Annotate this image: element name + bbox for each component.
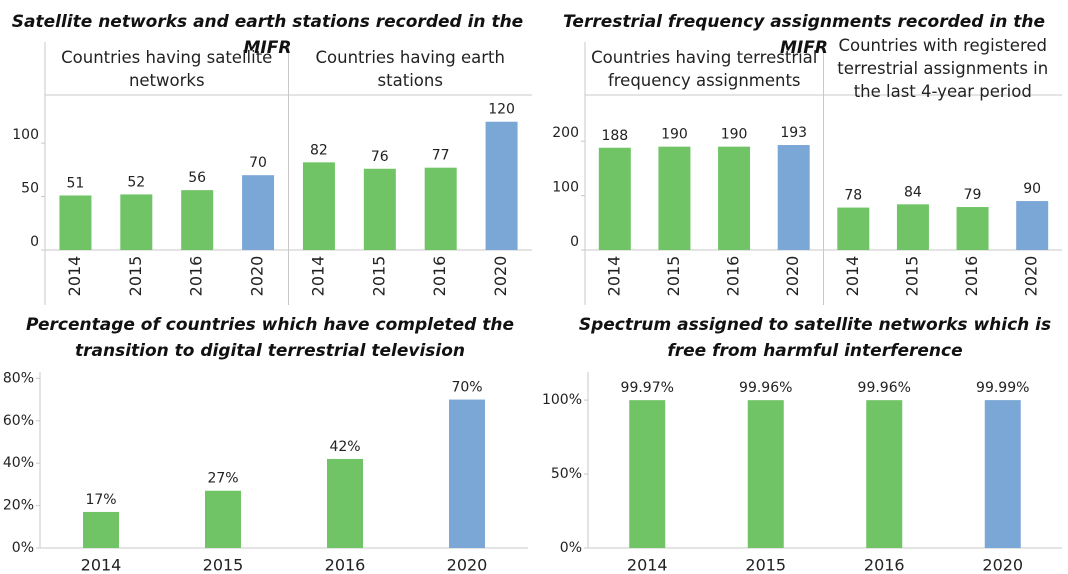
value-label: 27% <box>207 471 238 487</box>
bar <box>629 400 666 548</box>
bar <box>302 162 335 250</box>
value-label: 193 <box>780 125 807 141</box>
y-tick-label: 0 <box>570 234 579 250</box>
x-tick-label: 2016 <box>962 256 981 297</box>
bar <box>984 400 1021 548</box>
x-tick-label: 2016 <box>430 256 449 297</box>
bar <box>242 175 275 250</box>
y-tick-label: 80% <box>3 370 34 386</box>
x-tick-label: 2015 <box>902 256 921 297</box>
bar <box>205 490 241 548</box>
y-tick-label: 0 <box>30 234 39 250</box>
x-tick-label: 2020 <box>447 556 488 574</box>
y-tick-label: 100% <box>542 392 582 408</box>
bar <box>327 458 363 548</box>
value-label: 99.96% <box>739 380 792 396</box>
bar <box>658 146 691 250</box>
value-label: 78 <box>844 188 862 204</box>
value-label: 56 <box>188 170 206 186</box>
bar <box>363 168 396 250</box>
y-tick-label: 60% <box>3 413 34 429</box>
x-tick-label: 2020 <box>491 256 510 297</box>
x-tick-label: 2016 <box>187 256 206 297</box>
panel-title: Countries having satellite networks <box>61 47 273 90</box>
value-label: 90 <box>1023 181 1041 197</box>
chart-title: Percentage of countries which have compl… <box>25 315 515 361</box>
x-tick-label: 2016 <box>325 556 366 574</box>
chart-title: Spectrum assigned to satellite networks … <box>578 315 1052 361</box>
bar <box>837 207 870 250</box>
bar <box>777 145 810 250</box>
x-tick-label: 2020 <box>783 256 802 297</box>
x-tick-label: 2014 <box>843 256 862 297</box>
value-label: 120 <box>488 102 515 118</box>
value-label: 79 <box>964 187 982 203</box>
value-label: 82 <box>310 142 328 158</box>
value-label: 70% <box>451 380 482 396</box>
x-tick-label: 2015 <box>664 256 683 297</box>
bar <box>747 400 784 548</box>
x-tick-label: 2014 <box>81 556 122 574</box>
panel-title: Countries having earth stations <box>315 47 505 90</box>
bar <box>896 204 929 250</box>
x-tick-label: 2014 <box>604 256 623 297</box>
x-tick-label: 2014 <box>65 256 84 297</box>
bar <box>598 147 631 250</box>
bar <box>181 190 214 250</box>
x-tick-label: 2020 <box>248 256 267 297</box>
y-tick-label: 100 <box>12 127 39 143</box>
chart-title: Terrestrial frequency assignments record… <box>563 12 1045 58</box>
value-label: 190 <box>661 127 688 143</box>
x-tick-label: 2015 <box>203 556 244 574</box>
bar <box>485 121 518 250</box>
y-tick-label: 50% <box>551 466 582 482</box>
x-tick-label: 2015 <box>369 256 388 297</box>
y-tick-label: 40% <box>3 455 34 471</box>
x-tick-label: 2014 <box>627 556 668 574</box>
x-tick-label: 2015 <box>126 256 145 297</box>
bar <box>718 146 751 250</box>
x-tick-label: 2020 <box>1022 256 1041 297</box>
value-label: 77 <box>432 148 450 164</box>
bar <box>120 194 153 250</box>
value-label: 51 <box>67 175 85 191</box>
chart-title: Satellite networks and earth stations re… <box>11 12 524 58</box>
y-tick-label: 0% <box>560 540 582 556</box>
bar <box>449 399 485 548</box>
x-tick-label: 2016 <box>864 556 905 574</box>
y-tick-label: 20% <box>3 498 34 514</box>
y-tick-label: 200 <box>552 125 579 141</box>
value-label: 188 <box>601 128 628 144</box>
value-label: 76 <box>371 149 389 165</box>
value-label: 99.99% <box>976 380 1029 396</box>
y-tick-label: 50 <box>21 181 39 197</box>
value-label: 52 <box>127 174 145 190</box>
value-label: 99.96% <box>858 380 911 396</box>
value-label: 190 <box>721 127 748 143</box>
panel-title: Countries having terrestrial frequency a… <box>591 47 818 90</box>
value-label: 99.97% <box>621 380 674 396</box>
x-tick-label: 2016 <box>724 256 743 297</box>
y-tick-label: 0% <box>12 540 34 556</box>
panel-title: Countries with registered terrestrial as… <box>837 36 1049 101</box>
bar <box>83 511 119 548</box>
y-tick-label: 100 <box>552 180 579 196</box>
x-tick-label: 2015 <box>745 556 786 574</box>
bar <box>1016 201 1049 250</box>
x-tick-label: 2020 <box>982 556 1023 574</box>
value-label: 42% <box>329 439 360 455</box>
value-label: 84 <box>904 184 922 200</box>
value-label: 17% <box>85 492 116 508</box>
bar <box>956 207 989 250</box>
bar <box>59 195 92 250</box>
x-tick-label: 2014 <box>308 256 327 297</box>
bar <box>866 400 903 548</box>
value-label: 70 <box>249 155 267 171</box>
bar <box>424 167 457 250</box>
